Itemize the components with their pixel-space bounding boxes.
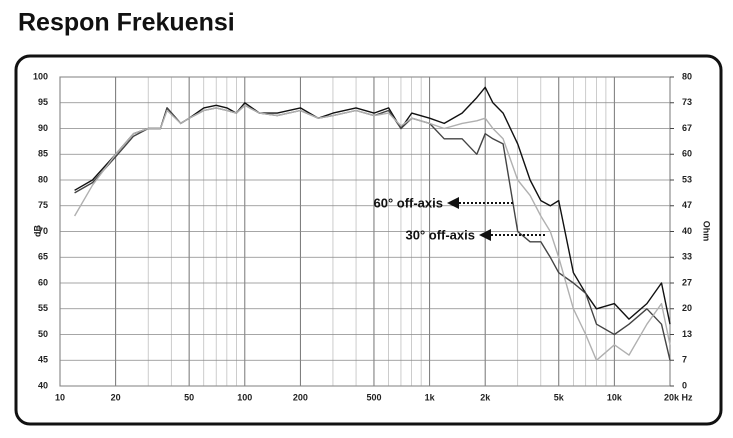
y2-tick-label: 33 <box>682 252 692 262</box>
y2-tick-label: 40 <box>682 226 692 236</box>
y-tick-label: 80 <box>38 174 48 184</box>
y2-tick-label: 67 <box>682 123 692 133</box>
y2-tick-label: 0 <box>682 380 687 390</box>
arrow-head <box>479 229 491 241</box>
y2-tick-label: 47 <box>682 200 692 210</box>
y-tick-label: 50 <box>38 329 48 339</box>
x-tick-label: 1k <box>425 392 436 402</box>
x-tick-label: 20 <box>111 392 121 402</box>
x-tick-label: 5k <box>554 392 565 402</box>
y-tick-label: 45 <box>38 355 48 365</box>
y2-tick-label: 53 <box>682 174 692 184</box>
y2-tick-label: 20 <box>682 303 692 313</box>
y-tick-label: 100 <box>33 71 48 81</box>
y-tick-label: 55 <box>38 303 48 313</box>
y2-tick-label: 73 <box>682 97 692 107</box>
frame <box>14 54 723 426</box>
y-tick-label: 65 <box>38 252 48 262</box>
y-tick-label: 85 <box>38 149 48 159</box>
x-tick-label: 500 <box>366 392 381 402</box>
y2-tick-label: 60 <box>682 149 692 159</box>
y2-tick-label: 27 <box>682 277 692 287</box>
x-tick-label: 100 <box>237 392 252 402</box>
chart-title: Respon Frekuensi <box>18 9 235 37</box>
y-tick-label: 60 <box>38 277 48 287</box>
annotation: 60° off-axis <box>373 195 443 210</box>
annotation: 30° off-axis <box>405 227 475 242</box>
x-tick-label: 2k <box>480 392 491 402</box>
x-tick-label: 10k <box>607 392 623 402</box>
y-axis-label: dB <box>32 225 42 237</box>
y2-tick-label: 7 <box>682 355 687 365</box>
y2-tick-label: 13 <box>682 329 692 339</box>
y-tick-label: 90 <box>38 123 48 133</box>
series-line <box>73 104 671 361</box>
y2-axis-label: Ohm <box>702 221 712 242</box>
y-tick-label: 75 <box>38 200 48 210</box>
annotations: 60° off-axis 30° off-axis <box>373 195 545 242</box>
x-tick-label: 20k Hz <box>664 392 693 402</box>
arrow-head <box>447 197 459 209</box>
y-tick-label: 95 <box>38 97 48 107</box>
grid <box>59 76 671 387</box>
y2-tick-label: 80 <box>682 71 692 81</box>
y-tick-label: 40 <box>38 380 48 390</box>
x-tick-label: 50 <box>184 392 194 402</box>
x-tick-label: 10 <box>55 392 65 402</box>
lines <box>73 86 671 361</box>
x-tick-label: 200 <box>293 392 308 402</box>
y-tick-label: 70 <box>38 226 48 236</box>
